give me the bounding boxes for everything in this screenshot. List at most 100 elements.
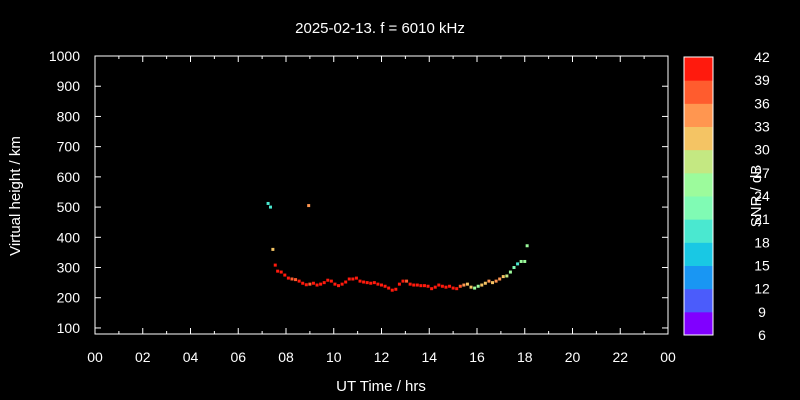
data-point <box>462 283 466 287</box>
data-point <box>458 284 462 288</box>
colorbar-segment <box>684 126 713 151</box>
x-tick-label: 18 <box>517 349 533 365</box>
chart-title: 2025-02-13. f = 6010 kHz <box>295 20 465 37</box>
colorbar-segment <box>684 219 713 243</box>
y-tick-label: 500 <box>57 199 81 215</box>
data-point <box>333 282 337 286</box>
data-point <box>469 285 473 289</box>
data-point <box>354 276 358 280</box>
data-point <box>465 282 469 286</box>
colorbar-segment <box>684 172 713 197</box>
data-point <box>276 269 280 273</box>
data-point <box>322 281 326 285</box>
data-point <box>301 281 305 285</box>
data-point <box>422 284 426 288</box>
data-point <box>451 286 455 290</box>
y-tick-label: 100 <box>57 320 81 336</box>
y-tick-label: 300 <box>57 260 81 276</box>
colorbar-segment <box>684 242 713 266</box>
colorbar-segment <box>684 196 713 220</box>
data-point <box>444 285 448 289</box>
colorbar-segment <box>684 288 713 313</box>
colorbar-segment <box>684 265 713 290</box>
data-point <box>476 284 480 288</box>
data-point <box>419 284 423 288</box>
data-point <box>286 276 290 280</box>
y-tick-label: 600 <box>57 169 81 185</box>
data-point <box>279 270 283 274</box>
x-tick-label: 12 <box>374 349 390 365</box>
colorbar-tick-label: 33 <box>754 119 770 135</box>
data-point <box>397 282 401 286</box>
y-tick-label: 1000 <box>49 48 80 64</box>
data-point <box>372 281 376 285</box>
data-point <box>415 283 419 287</box>
colorbar-tick-label: 9 <box>758 304 766 320</box>
data-point <box>294 278 298 282</box>
colorbar-tick-label: 15 <box>754 258 770 274</box>
x-tick-label: 20 <box>565 349 581 365</box>
colorbar-segment <box>684 103 713 127</box>
x-tick-label: 08 <box>278 349 294 365</box>
data-point <box>440 284 444 288</box>
x-tick-label: 02 <box>135 349 151 365</box>
data-point <box>505 274 509 278</box>
data-point <box>437 283 441 287</box>
colorbar-tick-label: 39 <box>754 72 770 88</box>
y-tick-label: 200 <box>57 290 81 306</box>
data-point <box>329 279 333 283</box>
data-point <box>308 282 312 286</box>
data-point <box>351 277 355 281</box>
x-tick-label: 22 <box>612 349 628 365</box>
x-tick-label: 10 <box>326 349 342 365</box>
data-point <box>319 282 323 286</box>
data-point <box>311 281 315 285</box>
data-point <box>390 288 394 292</box>
data-point <box>523 259 527 263</box>
colorbar-tick-label: 24 <box>754 188 770 204</box>
data-point <box>501 275 505 279</box>
data-point <box>283 273 287 277</box>
data-point <box>304 283 308 287</box>
data-point <box>487 279 491 283</box>
data-point <box>433 285 437 289</box>
y-axis-label: Virtual height / km <box>7 136 24 256</box>
data-point <box>337 284 341 288</box>
data-point <box>290 277 294 281</box>
data-point <box>455 287 459 291</box>
colorbar-segment <box>684 57 713 81</box>
data-point <box>426 284 430 288</box>
y-tick-label: 800 <box>57 108 81 124</box>
x-tick-label: 00 <box>660 349 676 365</box>
data-point <box>362 280 366 284</box>
data-point <box>376 282 380 286</box>
data-point <box>519 259 523 263</box>
x-tick-label: 00 <box>87 349 103 365</box>
data-point <box>448 284 452 288</box>
x-tick-label: 06 <box>230 349 246 365</box>
y-tick-label: 700 <box>57 139 81 155</box>
data-point <box>380 283 383 287</box>
data-point <box>508 270 512 274</box>
data-point <box>268 205 272 209</box>
data-point <box>273 263 277 267</box>
colorbar-tick-label: 12 <box>754 281 770 297</box>
y-tick-label: 900 <box>57 78 81 94</box>
colorbar-label: SNR / dB <box>748 165 765 228</box>
data-point <box>394 287 398 291</box>
data-point <box>483 281 487 285</box>
x-axis-ticks: 00 02 04 06 08 10 12 14 16 18 20 22 00 <box>87 56 676 365</box>
colorbar-tick-label: 6 <box>758 327 766 343</box>
data-point <box>480 283 484 287</box>
colorbar-tick-label: 18 <box>754 234 770 250</box>
data-point <box>387 286 391 290</box>
data-point <box>491 281 495 285</box>
data-point <box>271 247 275 251</box>
data-point <box>347 277 351 281</box>
data-point <box>412 283 416 287</box>
data-point <box>369 281 373 285</box>
data-point <box>344 280 348 284</box>
data-point <box>358 279 362 283</box>
data-point <box>297 279 301 283</box>
